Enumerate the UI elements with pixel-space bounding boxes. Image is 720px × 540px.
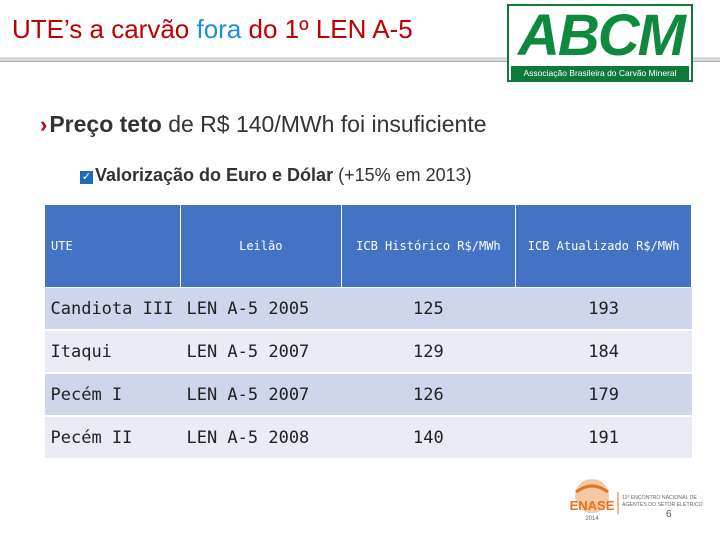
bullet1-text: de R$ 140/MWh foi insuficiente bbox=[161, 111, 487, 137]
enase-logo: ENASE 2014 11º ENCONTRO NACIONAL DE AGEN… bbox=[570, 479, 703, 522]
bullet2-text: (+15% em 2013) bbox=[333, 165, 472, 185]
cell-ute: Candiota III bbox=[44, 287, 181, 331]
abcm-logo-subtitle: Associação Brasileira do Carvão Mineral bbox=[511, 66, 689, 80]
title-part1: UTE’s a carvão bbox=[12, 14, 197, 44]
cell-leilao: LEN A-5 2007 bbox=[180, 330, 342, 374]
table-row: Pecém II LEN A-5 2008 140 191 bbox=[44, 416, 692, 460]
table-row: Itaqui LEN A-5 2007 129 184 bbox=[44, 330, 692, 374]
header-icb-historico: ICB Histórico R$/MWh bbox=[340, 204, 517, 288]
title-part2: do 1º LEN A-5 bbox=[241, 14, 413, 44]
enase-logo-line1: 11º ENCONTRO NACIONAL DE bbox=[622, 495, 697, 501]
cell-historico: 140 bbox=[341, 416, 516, 460]
table-row: Pecém I LEN A-5 2007 126 179 bbox=[44, 373, 692, 417]
title-divider-line bbox=[0, 61, 720, 62]
cell-atualizado: 179 bbox=[515, 373, 692, 417]
title-divider bbox=[0, 57, 720, 61]
icb-table: UTE Leilão ICB Histórico R$/MWh ICB Atua… bbox=[44, 204, 692, 460]
cell-ute: Pecém II bbox=[44, 416, 181, 460]
chevron-right-icon: › bbox=[40, 112, 48, 137]
abcm-logo-wordmark: ABCM bbox=[518, 3, 686, 68]
page-number: 6 bbox=[666, 509, 672, 520]
enase-logo-year: 2014 bbox=[585, 516, 599, 522]
cell-atualizado: 191 bbox=[515, 416, 692, 460]
cell-leilao: LEN A-5 2007 bbox=[180, 373, 342, 417]
header-icb-atualizado: ICB Atualizado R$/MWh bbox=[515, 204, 692, 288]
cell-historico: 126 bbox=[341, 373, 516, 417]
cell-historico: 125 bbox=[341, 287, 516, 331]
sub-bullet-currency: ✓ Valorização do Euro e Dólar (+15% em 20… bbox=[80, 165, 472, 186]
checkbox-bullet-icon: ✓ bbox=[80, 171, 93, 184]
title-highlight: fora bbox=[196, 14, 242, 44]
cell-leilao: LEN A-5 2008 bbox=[180, 416, 342, 460]
cell-historico: 129 bbox=[341, 330, 516, 374]
slide-title: UTE’s a carvão fora do 1º LEN A-5 bbox=[12, 14, 413, 45]
cell-leilao: LEN A-5 2005 bbox=[180, 287, 342, 331]
bullet1-bold: Preço teto bbox=[49, 111, 162, 137]
enase-logo-arc bbox=[575, 484, 609, 494]
bullet2-bold: Valorização do Euro e Dólar bbox=[95, 165, 334, 185]
header-ute: UTE bbox=[44, 204, 181, 288]
enase-logo-line2: AGENTES DO SETOR ELÉTRICO bbox=[622, 501, 703, 508]
cell-ute: Itaqui bbox=[44, 330, 181, 374]
table-header-row: UTE Leilão ICB Histórico R$/MWh ICB Atua… bbox=[44, 204, 692, 288]
enase-logo-word: ENASE bbox=[570, 498, 615, 513]
cell-atualizado: 184 bbox=[515, 330, 692, 374]
abcm-logo: ABCM Associação Brasileira do Carvão Min… bbox=[507, 4, 693, 82]
cell-ute: Pecém I bbox=[44, 373, 181, 417]
bullet-price-cap: ›Preço teto de R$ 140/MWh foi insuficien… bbox=[40, 111, 487, 138]
table-row: Candiota III LEN A-5 2005 125 193 bbox=[44, 287, 692, 331]
cell-atualizado: 193 bbox=[515, 287, 692, 331]
header-leilao: Leilão bbox=[179, 204, 342, 288]
